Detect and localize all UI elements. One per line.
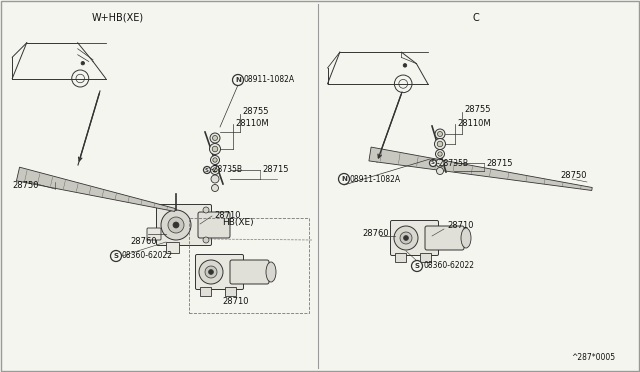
FancyBboxPatch shape bbox=[157, 205, 211, 246]
Circle shape bbox=[203, 207, 209, 213]
Circle shape bbox=[412, 260, 422, 272]
FancyBboxPatch shape bbox=[390, 221, 438, 256]
Circle shape bbox=[438, 152, 442, 156]
Ellipse shape bbox=[266, 262, 276, 282]
FancyBboxPatch shape bbox=[419, 253, 431, 262]
FancyBboxPatch shape bbox=[195, 254, 243, 289]
Text: 28710: 28710 bbox=[222, 298, 248, 307]
Circle shape bbox=[212, 135, 218, 141]
Text: 28755: 28755 bbox=[464, 106, 490, 115]
Circle shape bbox=[209, 144, 221, 154]
Circle shape bbox=[339, 173, 349, 185]
Circle shape bbox=[210, 133, 220, 143]
Circle shape bbox=[212, 158, 217, 162]
Ellipse shape bbox=[461, 228, 471, 248]
FancyBboxPatch shape bbox=[425, 226, 464, 250]
Circle shape bbox=[435, 129, 445, 139]
Circle shape bbox=[400, 232, 412, 244]
Circle shape bbox=[403, 235, 408, 241]
Text: -28735B: -28735B bbox=[437, 158, 469, 167]
Text: HB(XE): HB(XE) bbox=[222, 218, 253, 227]
Circle shape bbox=[394, 226, 418, 250]
Circle shape bbox=[435, 150, 445, 158]
Circle shape bbox=[438, 131, 442, 137]
Circle shape bbox=[435, 138, 445, 150]
Circle shape bbox=[111, 250, 122, 262]
Text: 28715: 28715 bbox=[262, 166, 289, 174]
FancyBboxPatch shape bbox=[394, 253, 406, 262]
Text: 28710: 28710 bbox=[214, 212, 241, 221]
Text: W+HB(XE): W+HB(XE) bbox=[92, 13, 144, 23]
Text: ^287*0005: ^287*0005 bbox=[571, 353, 615, 362]
Circle shape bbox=[429, 160, 436, 167]
Text: S: S bbox=[415, 263, 419, 269]
Text: 28710: 28710 bbox=[447, 221, 474, 231]
Circle shape bbox=[199, 260, 223, 284]
FancyBboxPatch shape bbox=[230, 260, 269, 284]
Circle shape bbox=[203, 237, 209, 243]
Text: N: N bbox=[235, 77, 241, 83]
Circle shape bbox=[211, 166, 220, 174]
Text: 28715: 28715 bbox=[486, 158, 513, 167]
Circle shape bbox=[212, 168, 217, 172]
Text: 28755: 28755 bbox=[242, 108, 269, 116]
Circle shape bbox=[232, 74, 243, 86]
Circle shape bbox=[205, 266, 217, 278]
Text: 28760: 28760 bbox=[130, 237, 157, 247]
Circle shape bbox=[436, 159, 444, 167]
Text: 28760: 28760 bbox=[362, 230, 388, 238]
Circle shape bbox=[209, 269, 214, 275]
FancyBboxPatch shape bbox=[225, 286, 236, 295]
Text: S: S bbox=[431, 160, 435, 166]
Text: 08360-62022: 08360-62022 bbox=[122, 251, 173, 260]
Polygon shape bbox=[369, 147, 592, 190]
Polygon shape bbox=[17, 167, 175, 211]
Text: 08360-62022: 08360-62022 bbox=[423, 262, 474, 270]
FancyBboxPatch shape bbox=[200, 286, 211, 295]
Text: 28110M: 28110M bbox=[235, 119, 269, 128]
Circle shape bbox=[211, 175, 219, 183]
Text: 28750: 28750 bbox=[560, 171, 586, 180]
Text: 28110M: 28110M bbox=[457, 119, 491, 128]
Text: 28750: 28750 bbox=[12, 180, 38, 189]
FancyBboxPatch shape bbox=[166, 241, 179, 253]
Text: C: C bbox=[472, 13, 479, 23]
Circle shape bbox=[437, 141, 443, 147]
Circle shape bbox=[161, 210, 191, 240]
Text: -28735B: -28735B bbox=[211, 166, 243, 174]
Circle shape bbox=[173, 222, 179, 228]
Circle shape bbox=[436, 167, 444, 174]
Circle shape bbox=[168, 217, 184, 233]
Text: S: S bbox=[113, 253, 118, 259]
Circle shape bbox=[212, 146, 218, 152]
Circle shape bbox=[211, 155, 220, 164]
Circle shape bbox=[403, 64, 407, 67]
Text: S: S bbox=[205, 167, 209, 173]
FancyBboxPatch shape bbox=[198, 212, 230, 238]
Circle shape bbox=[81, 61, 84, 65]
Text: 08911-1082A: 08911-1082A bbox=[350, 174, 401, 183]
FancyBboxPatch shape bbox=[147, 228, 161, 240]
Text: 08911-1082A: 08911-1082A bbox=[244, 76, 295, 84]
Circle shape bbox=[204, 167, 211, 173]
Circle shape bbox=[211, 185, 218, 192]
Text: N: N bbox=[341, 176, 347, 182]
